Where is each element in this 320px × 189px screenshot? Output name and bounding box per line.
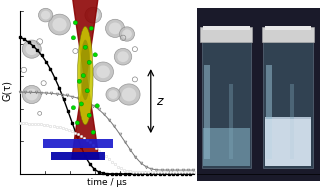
Bar: [266, 65, 272, 159]
Circle shape: [89, 26, 93, 30]
Bar: [203, 26, 250, 30]
Bar: [202, 42, 251, 167]
Bar: [43, 139, 113, 148]
Polygon shape: [72, 0, 99, 159]
Ellipse shape: [77, 26, 93, 125]
Circle shape: [87, 113, 92, 117]
Text: time / μs: time / μs: [87, 178, 127, 187]
Circle shape: [114, 48, 132, 65]
Circle shape: [75, 121, 80, 125]
Circle shape: [38, 8, 53, 22]
Circle shape: [106, 88, 120, 101]
Circle shape: [73, 21, 77, 25]
Circle shape: [52, 18, 67, 31]
Circle shape: [71, 106, 76, 110]
Circle shape: [117, 51, 129, 62]
Bar: [203, 128, 250, 166]
Circle shape: [108, 90, 118, 99]
Circle shape: [22, 40, 41, 58]
Circle shape: [119, 27, 134, 41]
Circle shape: [118, 84, 140, 105]
Bar: [229, 84, 233, 159]
Circle shape: [96, 65, 110, 78]
Bar: [263, 42, 313, 167]
Circle shape: [81, 74, 85, 78]
Circle shape: [71, 36, 76, 40]
Circle shape: [109, 22, 121, 34]
Bar: [265, 26, 311, 30]
Text: z: z: [156, 95, 162, 108]
Circle shape: [49, 14, 70, 35]
Circle shape: [83, 45, 87, 49]
Circle shape: [122, 29, 132, 39]
Bar: [204, 65, 210, 159]
Ellipse shape: [80, 40, 90, 100]
Bar: [201, 27, 252, 42]
Bar: [51, 152, 105, 160]
Circle shape: [85, 89, 90, 93]
Bar: [265, 119, 311, 166]
Circle shape: [87, 60, 92, 64]
Circle shape: [77, 79, 82, 83]
Bar: [291, 84, 294, 159]
Circle shape: [79, 102, 84, 106]
Circle shape: [85, 7, 101, 23]
Circle shape: [93, 53, 97, 57]
Circle shape: [91, 130, 95, 134]
Circle shape: [106, 19, 124, 37]
Circle shape: [122, 88, 136, 101]
Circle shape: [95, 104, 100, 108]
Circle shape: [26, 43, 38, 55]
Circle shape: [26, 89, 38, 100]
Text: G(τ): G(τ): [2, 80, 12, 101]
Bar: [262, 27, 314, 42]
Bar: [265, 117, 311, 166]
Circle shape: [88, 10, 99, 20]
Circle shape: [22, 85, 41, 104]
Circle shape: [41, 11, 50, 19]
Circle shape: [93, 62, 114, 82]
